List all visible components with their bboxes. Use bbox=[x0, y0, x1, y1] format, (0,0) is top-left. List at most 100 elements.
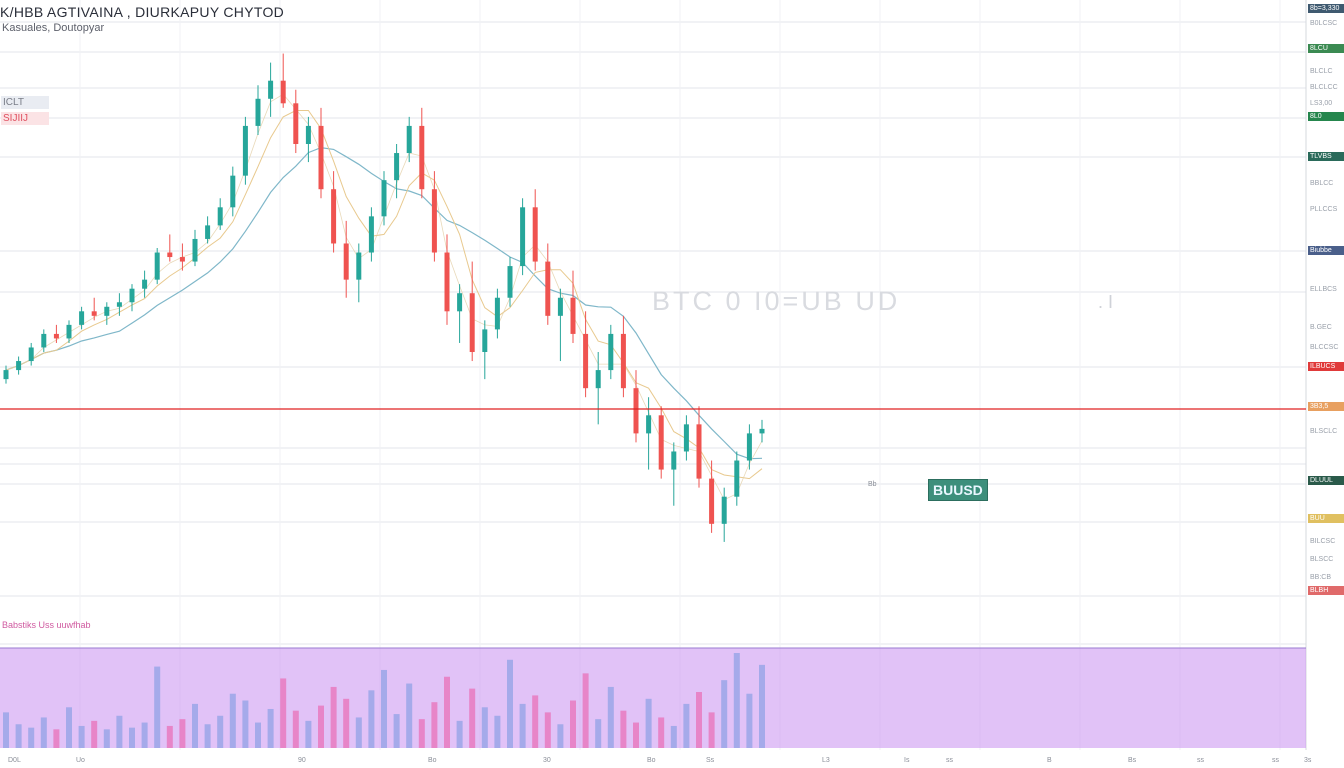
volume-bar bbox=[481, 707, 488, 748]
candle-body bbox=[356, 252, 362, 280]
time-axis-tick: Bo bbox=[647, 757, 656, 764]
candle bbox=[759, 419, 765, 443]
candle bbox=[709, 460, 715, 533]
candle-body bbox=[129, 288, 135, 303]
candle bbox=[671, 442, 677, 506]
volume-bar bbox=[78, 725, 85, 748]
candle bbox=[633, 370, 639, 443]
volume-bar bbox=[544, 712, 551, 748]
candle-body bbox=[608, 333, 614, 371]
candle-body bbox=[28, 347, 34, 362]
candle-body bbox=[494, 297, 500, 330]
candle-body bbox=[532, 207, 538, 262]
time-axis-tick: 30 bbox=[543, 757, 551, 764]
volume-bar bbox=[330, 686, 337, 748]
candle bbox=[583, 311, 589, 398]
volume-bar bbox=[733, 653, 740, 748]
candle-body bbox=[104, 306, 110, 316]
chart-title: K/HBB AGTIVAINA , DIURKAPUY CHYTOD bbox=[0, 4, 285, 20]
candle-body bbox=[646, 415, 652, 434]
volume-bar bbox=[192, 703, 198, 748]
candle bbox=[658, 406, 664, 479]
price-axis-tag: Biubbe bbox=[1308, 246, 1344, 255]
volume-bar bbox=[368, 690, 375, 748]
candle bbox=[494, 288, 500, 339]
volume-bar bbox=[40, 717, 47, 748]
time-axis-tick: ss bbox=[946, 757, 953, 764]
candle bbox=[683, 415, 689, 461]
candle-body bbox=[305, 125, 311, 144]
candle bbox=[746, 424, 752, 470]
symbol-callout[interactable]: BUUSD bbox=[928, 479, 988, 501]
volume-bar bbox=[217, 715, 224, 748]
candle bbox=[457, 284, 463, 343]
candle bbox=[41, 329, 47, 352]
candle-body bbox=[293, 103, 299, 144]
time-axis-tick: Bo bbox=[428, 757, 437, 764]
candle bbox=[721, 487, 727, 542]
candle bbox=[356, 243, 362, 303]
candle-body bbox=[242, 125, 248, 176]
candle bbox=[3, 365, 9, 384]
time-axis-tick: Uo bbox=[76, 757, 85, 764]
candle-body bbox=[709, 478, 715, 524]
candlesticks bbox=[3, 53, 765, 542]
candle-body bbox=[217, 207, 223, 226]
time-axis-tick: B bbox=[1047, 757, 1052, 764]
price-axis-tick: BLSCLC bbox=[1310, 428, 1338, 435]
volume-bar bbox=[670, 725, 677, 748]
legend-badge: ICLT SIJIIJ bbox=[1, 96, 49, 126]
candle-body bbox=[16, 361, 22, 371]
candle-body bbox=[3, 370, 9, 380]
volume-bar bbox=[595, 719, 602, 748]
candle bbox=[343, 220, 349, 298]
candle bbox=[280, 53, 286, 108]
candle-body bbox=[658, 415, 664, 470]
candle-body bbox=[457, 293, 463, 312]
candle bbox=[394, 144, 400, 199]
candle bbox=[116, 293, 122, 316]
candle-body bbox=[205, 225, 211, 239]
volume-bar bbox=[708, 712, 715, 748]
time-axis-tick: Bs bbox=[1128, 757, 1137, 764]
candle-body bbox=[595, 370, 601, 389]
candle-body bbox=[759, 428, 765, 434]
candle bbox=[91, 297, 97, 321]
volume-bar bbox=[532, 695, 539, 748]
grid-lines bbox=[0, 0, 1307, 750]
volume-bar bbox=[91, 720, 98, 748]
volume-bar bbox=[292, 710, 299, 748]
candle-body bbox=[331, 189, 337, 244]
candle-body bbox=[280, 80, 286, 104]
candle-body bbox=[557, 297, 563, 316]
time-axis-tick: Ss bbox=[706, 757, 715, 764]
volume-bar bbox=[355, 717, 362, 748]
time-axis-tick: Is bbox=[904, 757, 910, 764]
volume-bar bbox=[280, 678, 287, 748]
volume-bar bbox=[204, 724, 211, 748]
time-axis-tick: ss bbox=[1197, 757, 1204, 764]
volume-bar bbox=[3, 712, 9, 748]
candle bbox=[532, 189, 538, 271]
volume-bar bbox=[582, 673, 589, 748]
price-axis-tag: DLUUL bbox=[1308, 476, 1344, 485]
volume-bar bbox=[305, 720, 312, 748]
candle-body bbox=[116, 302, 122, 307]
candle bbox=[154, 248, 160, 285]
candle bbox=[230, 166, 236, 217]
price-axis-tick: PLLCCS bbox=[1310, 206, 1338, 213]
price-axis-tag: BLBH bbox=[1308, 586, 1344, 595]
volume-bar bbox=[267, 708, 274, 748]
candle bbox=[53, 324, 59, 343]
candle bbox=[608, 324, 614, 380]
candle-body bbox=[406, 125, 412, 154]
volume-bar bbox=[28, 727, 35, 748]
price-axis-tag: TLVBS bbox=[1308, 152, 1344, 161]
price-axis-tick: BLCCSC bbox=[1310, 344, 1339, 351]
volume-bar bbox=[129, 727, 135, 748]
volume-bar bbox=[154, 666, 161, 748]
volume-bar bbox=[759, 664, 765, 748]
price-axis-tag: 8b=3,330 bbox=[1308, 4, 1344, 13]
volume-bar bbox=[607, 686, 614, 748]
